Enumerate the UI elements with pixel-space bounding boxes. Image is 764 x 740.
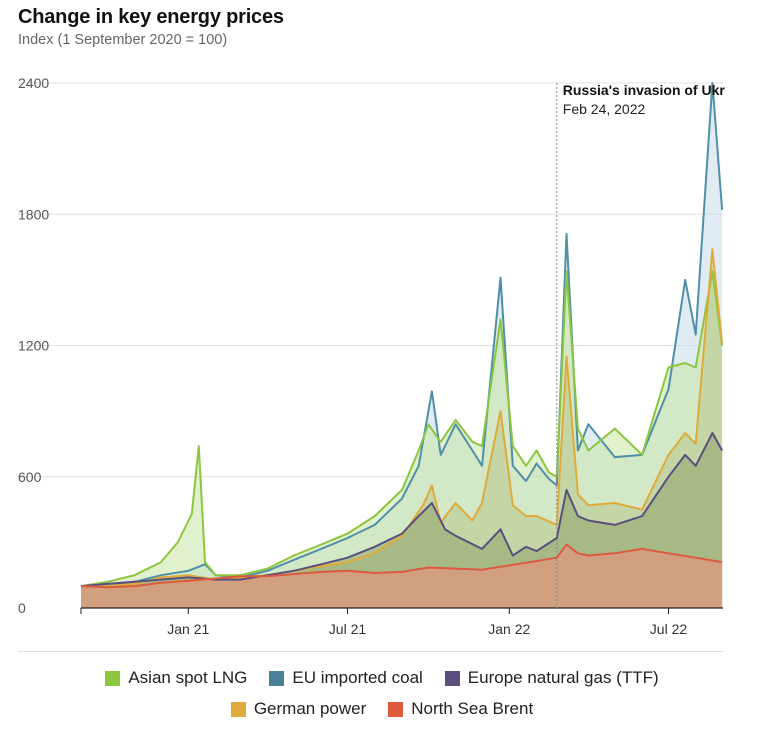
y-tick-label: 2400: [18, 75, 49, 91]
legend-divider: [18, 651, 723, 652]
y-tick-label: 1200: [18, 338, 49, 354]
legend-item-europe-natural-gas[interactable]: Europe natural gas (TTF): [444, 668, 659, 688]
legend-label: EU imported coal: [292, 668, 423, 687]
y-tick-label: 600: [18, 469, 42, 485]
legend-swatch: [105, 670, 121, 686]
legend-swatch: [269, 670, 285, 686]
chart-subtitle: Index (1 September 2020 = 100): [18, 32, 228, 48]
x-tick-label: Jul 22: [650, 621, 688, 637]
annotation-title: Russia's invasion of Ukr: [563, 82, 726, 98]
x-tick-label: Jul 21: [329, 621, 367, 637]
legend-label: Europe natural gas (TTF): [467, 668, 659, 687]
y-tick-label: 1800: [18, 206, 49, 222]
area-north-sea-brent: [81, 544, 723, 608]
legend-item-eu-imported-coal[interactable]: EU imported coal: [269, 668, 423, 688]
axes: 0 600 1200 1800 2400 Jan 21 Jul 21 Jan 22 Jul 22: [18, 75, 723, 637]
legend-item-asian-spot-lng[interactable]: Asian spot LNG: [105, 668, 247, 688]
y-tick-label: 0: [18, 600, 26, 616]
energy-price-chart: 0 600 1200 1800 2400 Jan 21 Jul 21 Jan 22 Jul 22…: [18, 75, 726, 637]
legend-item-german-power[interactable]: German power: [230, 699, 367, 719]
invasion-annotation: Russia's invasion of Ukr Feb 24, 2022: [556, 82, 726, 608]
chart-title: Change in key energy prices: [18, 6, 284, 28]
legend-swatch: [444, 670, 460, 686]
legend-row-2: German power North Sea Brent: [0, 699, 764, 719]
line-europe-natural-gas-ttf: [80, 432, 723, 588]
line-asian-spot-lng: [80, 270, 724, 588]
gridlines: [18, 82, 723, 478]
line-north-sea-brent: [80, 543, 723, 589]
legend-label: North Sea Brent: [411, 699, 534, 718]
legend-label: Asian spot LNG: [128, 668, 248, 687]
x-tick-label: Jan 21: [167, 621, 209, 637]
legend-label: German power: [253, 699, 367, 718]
x-tick-label: Jan 22: [488, 621, 530, 637]
legend-swatch: [388, 701, 404, 717]
line-german-power: [81, 248, 724, 588]
annotation-date: Feb 24, 2022: [563, 101, 646, 117]
legend-item-north-sea-brent[interactable]: North Sea Brent: [388, 699, 533, 719]
series-lines: [80, 82, 724, 589]
legend-row-1: Asian spot LNG EU imported coal Europe n…: [0, 668, 764, 688]
series-areas: [81, 83, 723, 609]
legend: Asian spot LNG EU imported coal Europe n…: [0, 668, 764, 730]
legend-swatch: [230, 701, 246, 717]
